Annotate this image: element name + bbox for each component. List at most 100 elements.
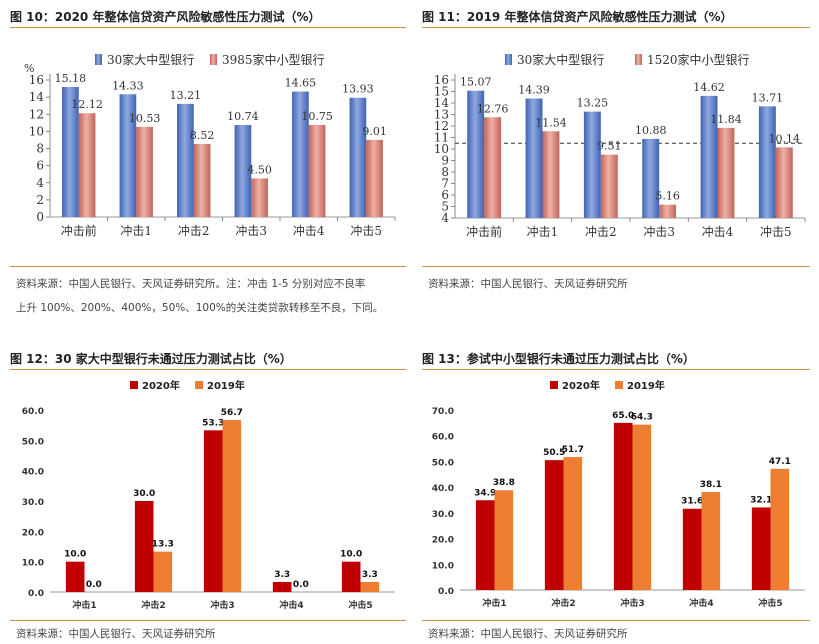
y-tick-label: 30.0 bbox=[22, 498, 44, 508]
y-tick-label: 10.0 bbox=[22, 559, 44, 569]
data-label-2-2: 51.7 bbox=[562, 445, 584, 455]
y-tick-label: 10 bbox=[434, 142, 449, 156]
bar-1-1 bbox=[475, 500, 495, 590]
y-tick-label: 30.0 bbox=[432, 510, 454, 520]
bar-2-4 bbox=[701, 492, 721, 590]
data-label-1-5: 14.65 bbox=[285, 77, 317, 90]
data-label-1-5: 32.1 bbox=[750, 495, 772, 505]
data-label-2-2: 13.3 bbox=[152, 540, 174, 550]
data-label-2-6: 9.01 bbox=[362, 125, 387, 138]
bar-2-3 bbox=[632, 424, 652, 590]
data-label-1-6: 13.71 bbox=[752, 91, 784, 104]
fig13-top-rule bbox=[422, 369, 810, 370]
bar-2-6 bbox=[366, 139, 383, 217]
bar-1-1 bbox=[467, 90, 485, 218]
fig13-caption: 图 13：参试中小型银行未通过压力测试占比（%） bbox=[422, 352, 695, 366]
y-tick-label: 16 bbox=[29, 73, 44, 87]
data-label-1-4: 31.6 bbox=[681, 497, 703, 507]
bar-2-3 bbox=[600, 154, 618, 218]
fig13-chart: 2020年 2019年 0.0 10.0 20.0 30.0 40.0 50.0 60.0 70.… bbox=[432, 379, 805, 609]
data-label-1-3: 53.3 bbox=[202, 418, 224, 428]
x-category-label: 冲击1 bbox=[120, 223, 152, 238]
bar-2-2 bbox=[153, 551, 173, 592]
x-category-label: 冲击2 bbox=[551, 597, 575, 609]
bar-1-2 bbox=[544, 460, 564, 590]
data-label-1-3: 13.21 bbox=[170, 89, 202, 102]
bar-1-5 bbox=[751, 507, 771, 590]
y-tick-label: 20.0 bbox=[22, 528, 44, 538]
data-label-1-2: 30.0 bbox=[133, 489, 155, 499]
data-label-2-3: 8.52 bbox=[190, 129, 215, 142]
data-label-1-6: 13.93 bbox=[342, 83, 374, 96]
bar-2-2 bbox=[563, 457, 583, 590]
y-tick-label: 0 bbox=[36, 210, 44, 224]
legend-label-2: 1520家中小型银行 bbox=[647, 52, 750, 67]
bar-1-5 bbox=[292, 91, 309, 217]
data-label-1-1: 34.9 bbox=[474, 488, 496, 498]
legend-swatch-2 bbox=[195, 381, 203, 389]
data-label-2-1: 12.76 bbox=[477, 102, 509, 115]
legend-label-2: 2019年 bbox=[207, 379, 245, 392]
y-tick-label: 50.0 bbox=[22, 437, 44, 447]
data-label-1-5: 14.62 bbox=[693, 81, 725, 94]
fig10-source-line1: 资料来源：中国人民银行、天风证券研究所。注：冲击 1-5 分别对应不良率 bbox=[16, 278, 366, 290]
x-category-label: 冲击4 bbox=[279, 599, 303, 611]
legend-label-2: 2019年 bbox=[627, 379, 665, 392]
data-label-2-4: 4.50 bbox=[247, 163, 272, 176]
bar-1-3 bbox=[613, 422, 633, 590]
data-label-1-4: 10.88 bbox=[635, 124, 667, 137]
data-label-2-4: 38.1 bbox=[700, 480, 722, 490]
y-tick-label: 60.0 bbox=[22, 407, 44, 417]
fig10-source-line2: 上升 100%、200%、400%，50%、100%的关注类贷款转移至不良，下同… bbox=[16, 302, 384, 314]
legend-label-1: 30家大中型银行 bbox=[517, 52, 604, 67]
y-tick-label: 4 bbox=[36, 176, 44, 190]
x-category-label: 冲击3 bbox=[643, 224, 675, 239]
y-tick-label: 15 bbox=[434, 85, 449, 99]
bar-2-4 bbox=[659, 204, 677, 218]
x-category-label: 冲击3 bbox=[235, 223, 267, 238]
y-tick-label: 5 bbox=[441, 200, 449, 214]
x-category-label: 冲击3 bbox=[210, 599, 234, 611]
data-label-1-2: 14.33 bbox=[112, 79, 144, 92]
bar-1-6 bbox=[349, 97, 367, 217]
bar-1-3 bbox=[203, 430, 223, 592]
bar-1-2 bbox=[119, 94, 137, 217]
y-tick-label: 10.0 bbox=[432, 561, 454, 571]
data-label-2-5: 11.84 bbox=[710, 113, 742, 126]
fig13-source: 资料来源：中国人民银行、天风证券研究所 bbox=[428, 628, 628, 640]
data-label-2-2: 10.53 bbox=[129, 112, 161, 125]
x-category-label: 冲击3 bbox=[620, 597, 644, 609]
legend-swatch-1 bbox=[550, 381, 558, 389]
y-tick-label: 8 bbox=[36, 142, 44, 156]
data-label-2-4: 0.0 bbox=[293, 580, 309, 590]
bar-2-1 bbox=[494, 490, 514, 590]
y-tick-label: 40.0 bbox=[432, 484, 454, 494]
fig10-bottom-rule bbox=[10, 266, 406, 267]
bar-2-5 bbox=[770, 468, 790, 590]
fig12-source: 资料来源：中国人民银行、天风证券研究所 bbox=[16, 628, 216, 640]
y-unit-label: % bbox=[24, 62, 34, 75]
data-label-1-2: 14.39 bbox=[518, 84, 550, 97]
fig12-caption: 图 12：30 家大中型银行未通过压力测试占比（%） bbox=[10, 352, 292, 366]
legend-label-2: 3985家中小型银行 bbox=[222, 52, 325, 67]
data-label-2-4: 5.16 bbox=[655, 190, 680, 203]
bar-2-1 bbox=[78, 113, 96, 217]
fig11-caption: 图 11：2019 年整体信贷资产风险敏感性压力测试（%） bbox=[422, 10, 733, 24]
data-label-1-5: 10.0 bbox=[340, 550, 362, 560]
x-category-label: 冲击4 bbox=[689, 597, 713, 609]
bar-1-4 bbox=[272, 581, 292, 592]
y-tick-label: 13 bbox=[434, 108, 449, 122]
data-label-1-1: 10.0 bbox=[64, 550, 86, 560]
y-tick-label: 0.0 bbox=[28, 589, 44, 599]
bar-1-4 bbox=[682, 508, 702, 590]
bar-2-4 bbox=[251, 178, 268, 217]
fig11-source: 资料来源：中国人民银行、天风证券研究所 bbox=[428, 278, 628, 290]
x-category-label: 冲击前 bbox=[61, 223, 97, 238]
data-label-1-1: 15.07 bbox=[460, 76, 492, 89]
bar-1-4 bbox=[642, 138, 660, 218]
bar-1-2 bbox=[525, 98, 543, 218]
legend-swatch-1 bbox=[95, 54, 102, 65]
fig12-top-rule bbox=[10, 369, 406, 370]
